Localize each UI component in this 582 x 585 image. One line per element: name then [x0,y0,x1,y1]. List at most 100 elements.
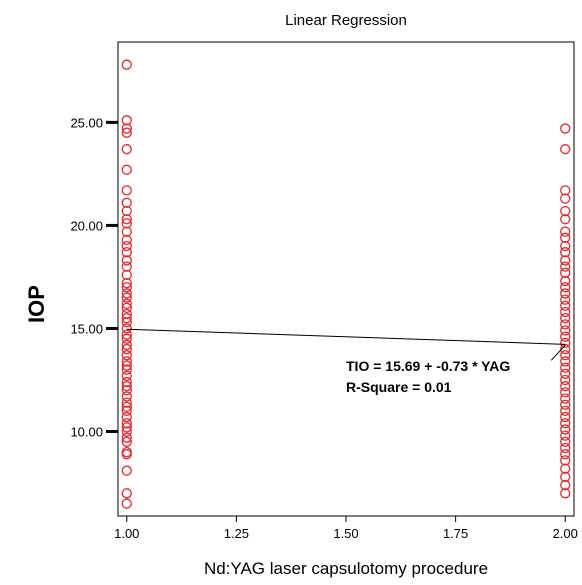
data-point [560,123,571,134]
data-point [121,226,132,237]
data-point [121,127,132,138]
data-point [121,277,132,289]
data-point [560,471,571,482]
data-point [121,397,132,408]
data-point [121,350,132,361]
data-point [560,144,571,155]
r-square-label: R-Square = 0.01 [346,379,452,395]
data-point [560,325,571,336]
data-point [121,123,132,134]
data-point [121,185,132,196]
data-point [121,465,132,476]
data-point [560,267,571,278]
data-point [560,442,571,454]
y-tick-label: 10.00 [70,425,103,440]
data-point [121,261,132,272]
x-axis-label: Nd:YAG laser capsulotomy procedure [204,559,488,578]
data-point [121,364,132,375]
data-point [121,323,132,334]
data-point [560,193,571,204]
data-point [121,302,132,314]
data-point [560,275,571,287]
y-tick-label: 15.00 [70,321,103,336]
data-point [560,185,571,196]
data-point [560,436,571,447]
data-point [121,488,132,499]
data-point [560,350,571,361]
data-point [121,446,132,458]
data-point [560,226,571,237]
data-point [560,214,571,225]
data-point [121,308,132,320]
data-point [121,376,132,388]
x-tick-label: 2.00 [553,526,578,541]
data-point [121,255,132,266]
data-point [560,424,571,435]
data-point [560,463,571,474]
data-point [560,418,571,429]
data-point [121,411,132,423]
data-point [560,368,571,379]
data-point [121,292,132,303]
data-point [121,432,132,443]
data-point [560,374,571,386]
data-point [121,115,132,126]
data-point [121,418,132,429]
data-point [121,356,132,367]
data-point [560,232,571,243]
data-point [121,498,132,509]
axes-layer: 1.00 1.25 1.50 1.75 2.00 10.00 15.00 20.00 25.00 [70,115,577,541]
data-point [121,240,132,252]
data-point [560,411,571,423]
chart-title: Linear Regression [285,12,407,29]
data-point [121,370,132,382]
data-point [560,247,571,258]
data-point [121,385,132,396]
data-point [560,261,571,272]
data-point [121,401,132,412]
data-point [121,405,132,417]
regression-equation-label: TIO = 15.69 + -0.73 * YAG [346,358,510,374]
data-point [560,337,571,349]
data-point [560,455,571,466]
data-point [121,59,132,70]
data-point [560,255,571,266]
data-point [121,214,132,225]
data-point [121,205,132,217]
data-point [121,360,132,371]
plot-frame [117,41,575,517]
data-point [560,205,571,217]
data-point [121,282,132,293]
data-point [560,479,571,491]
data-point [560,430,571,441]
data-point [121,339,132,351]
data-point [560,288,571,299]
y-tick-label: 20.00 [70,218,103,233]
equation-leader-line [550,344,566,361]
data-point [121,436,132,447]
fit-layer [126,328,566,361]
x-tick-label: 1.00 [114,526,139,541]
regression-line [126,328,566,345]
data-point [121,288,132,299]
x-tick-label: 1.25 [224,526,249,541]
data-point [121,313,132,324]
data-point [560,240,571,252]
points-layer [121,59,571,509]
data-point [121,391,132,402]
data-point [560,282,571,293]
data-point [121,381,132,392]
y-axis-label: IOP [24,285,49,323]
data-point [560,343,571,355]
data-point [560,399,571,410]
data-point [560,387,571,398]
data-point [560,488,571,499]
data-point [121,426,132,437]
data-point [560,356,571,367]
x-tick-label: 1.50 [333,526,358,541]
x-tick-label: 1.75 [443,526,468,541]
data-point [560,405,571,417]
data-point [121,197,132,208]
data-point [560,319,571,330]
